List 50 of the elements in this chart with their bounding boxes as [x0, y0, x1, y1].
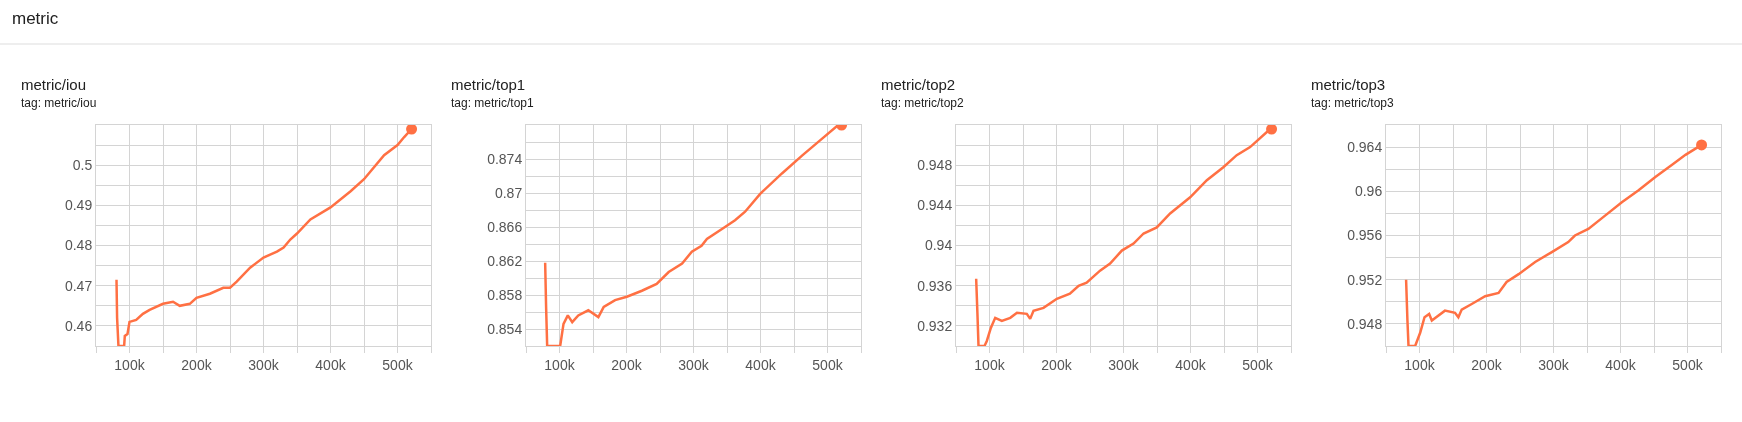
chart-title: metric/top2 — [881, 76, 956, 93]
x-tick-label: 200k — [611, 356, 643, 373]
y-tick-label: 0.94 — [924, 237, 953, 254]
chart-subtitle: tag: metric/top2 — [881, 96, 965, 110]
x-tick-label: 500k — [812, 356, 844, 373]
chart-title: metric/top1 — [451, 76, 526, 93]
x-tick-label: 300k — [248, 356, 280, 373]
chart-title: metric/top3 — [1311, 76, 1386, 93]
y-tick-label: 0.49 — [64, 197, 93, 214]
chart-subtitle: tag: metric/top1 — [451, 96, 535, 110]
x-tick-label: 200k — [1471, 356, 1503, 373]
y-tick-label: 0.96 — [1354, 183, 1383, 200]
y-tick-label: 0.944 — [917, 197, 953, 214]
x-tick-label: 400k — [1175, 356, 1207, 373]
x-tick-label: 400k — [745, 356, 777, 373]
x-tick-label: 500k — [1672, 356, 1704, 373]
y-tick-label: 0.854 — [487, 320, 523, 337]
y-tick-label: 0.932 — [917, 317, 953, 334]
y-tick-label: 0.862 — [487, 252, 523, 269]
y-tick-label: 0.948 — [1347, 315, 1383, 332]
x-tick-label: 100k — [544, 356, 576, 373]
y-tick-label: 0.47 — [64, 277, 93, 294]
y-tick-label: 0.952 — [1347, 271, 1383, 288]
text: metric — [12, 9, 59, 28]
chart-subtitle: tag: metric/top3 — [1311, 96, 1395, 110]
x-tick-label: 300k — [1538, 356, 1570, 373]
x-tick-label: 300k — [1108, 356, 1140, 373]
x-tick-label: 500k — [1242, 356, 1274, 373]
y-tick-label: 0.874 — [487, 150, 523, 167]
x-tick-label: 100k — [114, 356, 146, 373]
y-tick-label: 0.964 — [1347, 139, 1383, 155]
y-tick-label: 0.866 — [487, 218, 523, 235]
y-tick-label: 0.87 — [494, 184, 523, 201]
y-tick-label: 0.858 — [487, 286, 523, 303]
x-tick-label: 300k — [678, 356, 710, 373]
x-tick-label: 200k — [1041, 356, 1073, 373]
x-tick-label: 100k — [974, 356, 1006, 373]
y-tick-label: 0.948 — [917, 157, 953, 174]
x-tick-label: 100k — [1404, 356, 1436, 373]
y-tick-label: 0.5 — [72, 157, 93, 174]
chart-title: metric/iou — [21, 76, 87, 93]
x-tick-label: 200k — [181, 356, 213, 373]
y-tick-label: 0.48 — [64, 237, 93, 254]
x-tick-label: 400k — [315, 356, 347, 373]
y-tick-label: 0.936 — [917, 277, 953, 294]
x-tick-label: 500k — [382, 356, 414, 373]
y-tick-label: 0.956 — [1347, 227, 1383, 244]
chart-subtitle: tag: metric/iou — [21, 96, 97, 110]
x-tick-label: 400k — [1605, 356, 1637, 373]
y-tick-label: 0.46 — [64, 317, 93, 334]
